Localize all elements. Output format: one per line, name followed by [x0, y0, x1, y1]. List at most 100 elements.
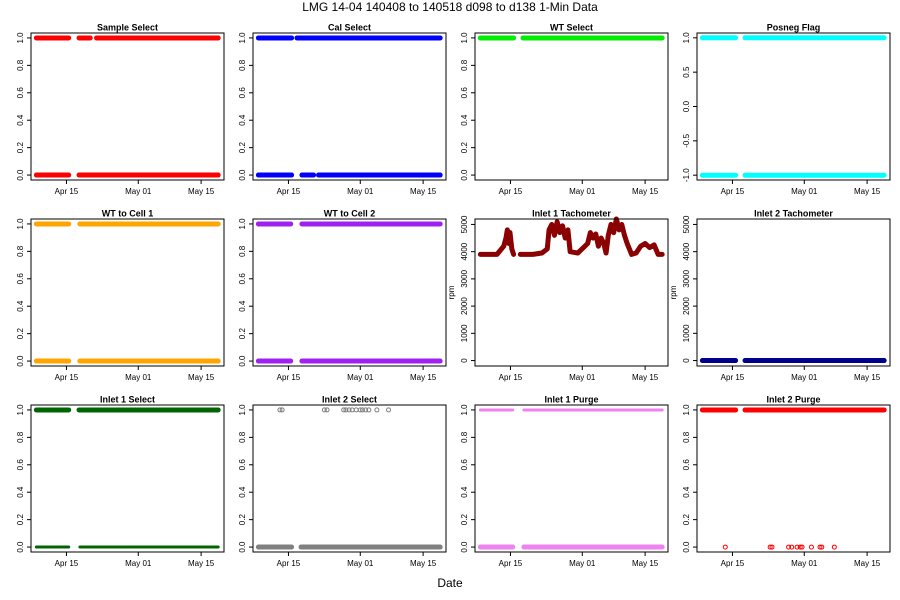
panel-title: Inlet 1 Select [100, 394, 155, 404]
y-tick-label: 0.0 [238, 169, 247, 181]
y-tick-label: 0.2 [460, 514, 469, 526]
point [277, 407, 283, 413]
point [831, 544, 837, 550]
y-tick-label: 4000 [682, 242, 691, 260]
point [789, 544, 795, 550]
y-tick-label: 0.6 [238, 273, 247, 285]
panel-title: WT Select [550, 22, 593, 32]
x-tick-label: May 15 [188, 187, 215, 196]
x-tick-label: May 15 [188, 373, 215, 382]
point [819, 544, 825, 550]
y-tick-label: 0.4 [238, 114, 247, 126]
data-line [477, 216, 665, 257]
x-tick-label: Apr 15 [721, 373, 745, 382]
y-tick-label: 0.0 [682, 100, 691, 112]
y-tick-label: 1.0 [238, 404, 247, 416]
y-tick-label: 0.5 [682, 66, 691, 78]
y-tick-label: 0.8 [682, 431, 691, 443]
x-tick-label: May 01 [125, 187, 152, 196]
y-tick-label: -1.0 [682, 168, 691, 182]
point [341, 407, 347, 413]
y-tick-label: 0.2 [238, 514, 247, 526]
x-tick-label: May 15 [632, 373, 659, 382]
x-tick-label: Apr 15 [277, 373, 301, 382]
y-tick-label: 0.4 [16, 486, 25, 498]
y-tick-label: 0 [460, 358, 469, 363]
y-tick-label: 0.2 [16, 514, 25, 526]
y-tick-label: 0.8 [238, 245, 247, 257]
plot-frame [696, 404, 891, 553]
point [343, 407, 349, 413]
panel-title: Sample Select [97, 22, 158, 32]
y-tick-label: 1.0 [16, 32, 25, 44]
y-tick-label: 0.6 [16, 87, 25, 99]
y-tick-label: 0.4 [16, 114, 25, 126]
x-tick-label: Apr 15 [277, 559, 301, 568]
plot-frame [252, 218, 447, 367]
y-tick-label: 0.6 [460, 459, 469, 471]
point [797, 544, 803, 550]
point [321, 407, 327, 413]
x-tick-label: May 01 [347, 187, 374, 196]
y-axis-label: rpm [447, 285, 456, 299]
point [786, 544, 792, 550]
x-tick-label: May 01 [791, 559, 818, 568]
x-tick-label: May 15 [410, 559, 437, 568]
panel-title: WT to Cell 2 [324, 208, 376, 218]
plot-frame [252, 404, 447, 553]
y-tick-label: 4000 [460, 242, 469, 260]
x-tick-label: May 01 [569, 373, 596, 382]
y-tick-label: 1.0 [16, 218, 25, 230]
y-tick-label: 1.0 [682, 32, 691, 44]
x-tick-label: Apr 15 [721, 559, 745, 568]
y-tick-label: 0.0 [238, 355, 247, 367]
x-tick-label: May 01 [347, 373, 374, 382]
y-tick-label: 0.8 [460, 59, 469, 71]
x-tick-label: Apr 15 [55, 373, 79, 382]
y-tick-label: 0.4 [460, 486, 469, 498]
y-tick-label: 0.2 [16, 328, 25, 340]
plot-frame [474, 32, 669, 181]
point [799, 544, 805, 550]
x-axis-label: Date [437, 576, 463, 590]
point [817, 544, 823, 550]
y-tick-label: 0.0 [460, 541, 469, 553]
y-tick-label: 0.4 [16, 300, 25, 312]
x-tick-label: May 15 [854, 373, 881, 382]
y-tick-label: 1.0 [682, 404, 691, 416]
point [360, 407, 366, 413]
plot-frame [30, 404, 225, 553]
y-tick-label: 0.6 [16, 459, 25, 471]
y-tick-label: 0.4 [238, 300, 247, 312]
point [808, 544, 814, 550]
plot-frame [474, 218, 669, 367]
point [279, 407, 285, 413]
point [363, 407, 369, 413]
y-tick-label: 1.0 [16, 404, 25, 416]
x-tick-label: Apr 15 [277, 187, 301, 196]
x-tick-label: May 15 [410, 187, 437, 196]
y-tick-label: 1000 [682, 324, 691, 342]
x-tick-label: May 01 [791, 187, 818, 196]
y-tick-label: 1.0 [238, 32, 247, 44]
y-tick-label: 0.4 [682, 486, 691, 498]
panel-title: Inlet 2 Purge [766, 394, 820, 404]
point [794, 544, 800, 550]
panel-title: Inlet 2 Select [322, 394, 377, 404]
x-tick-label: Apr 15 [55, 559, 79, 568]
x-tick-label: May 01 [569, 559, 596, 568]
y-tick-label: 0.0 [16, 541, 25, 553]
y-tick-label: 0.0 [682, 541, 691, 553]
plot-frame [252, 32, 447, 181]
x-tick-label: Apr 15 [499, 373, 523, 382]
point [374, 407, 380, 413]
point [324, 407, 330, 413]
x-tick-label: Apr 15 [499, 187, 523, 196]
x-tick-label: Apr 15 [55, 187, 79, 196]
plot-frame [30, 218, 225, 367]
point [722, 544, 728, 550]
y-tick-label: 0.2 [16, 142, 25, 154]
point [386, 407, 392, 413]
x-tick-label: May 01 [125, 559, 152, 568]
